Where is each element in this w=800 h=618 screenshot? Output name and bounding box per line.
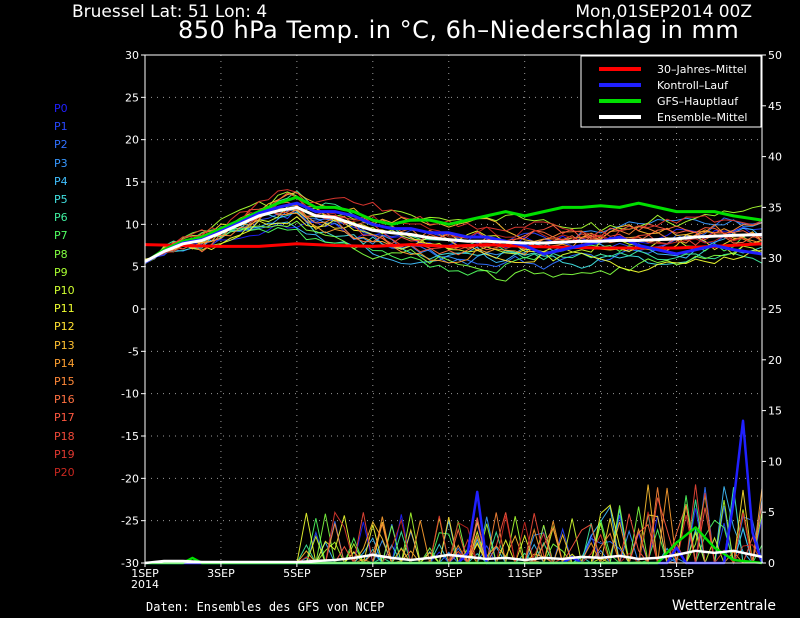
- tick-label-left: -25: [121, 515, 139, 528]
- member-label: P16: [54, 393, 75, 407]
- member-label: P6: [54, 211, 68, 225]
- tick-label-right: 30: [768, 252, 782, 265]
- member-temp-line: [144, 191, 763, 264]
- tick-label-right: 40: [768, 151, 782, 164]
- member-label: P2: [54, 138, 68, 152]
- member-label: P10: [54, 284, 75, 297]
- temp-series-line: [144, 205, 763, 263]
- tick-label-left: -15: [121, 430, 139, 443]
- member-label: P14: [54, 356, 75, 370]
- tick-label-left: 30: [125, 49, 139, 62]
- tick-label-left: -20: [121, 472, 139, 485]
- legend-label: 30–Jahres–Mittel: [657, 63, 747, 76]
- tick-label-bottom: 7SEP: [359, 567, 387, 580]
- tick-label-left: -5: [128, 345, 139, 358]
- member-label: P7: [54, 229, 68, 243]
- member-label: P15: [54, 375, 75, 388]
- tick-label-left: 5: [132, 261, 139, 274]
- tick-label-bottom: 9SEP: [435, 567, 463, 580]
- tick-label-bottom: 13SEP: [583, 567, 618, 580]
- tick-label-right: 15: [768, 405, 782, 418]
- legend-label: GFS–Hauptlauf: [657, 95, 739, 108]
- tick-label-bottom: 11SEP: [507, 567, 542, 580]
- tick-label-bottom: 1SEP: [131, 567, 159, 580]
- tick-label-right: 0: [768, 557, 775, 570]
- member-temp-line: [144, 208, 763, 262]
- member-label: P1: [54, 120, 68, 134]
- member-label: P8: [54, 247, 68, 261]
- member-label: P3: [54, 156, 68, 170]
- temp-series-line: [144, 242, 763, 250]
- member-label: P20: [54, 466, 75, 479]
- member-label: P9: [54, 265, 68, 279]
- tick-sublabel-bottom: 2014: [131, 578, 159, 591]
- member-label: P4: [54, 174, 68, 188]
- member-temp-line: [144, 221, 763, 265]
- station-label: Bruessel Lat: 51 Lon: 4: [72, 2, 268, 22]
- tick-label-left: 25: [125, 91, 139, 104]
- member-label: P18: [54, 429, 75, 443]
- legend-label: Ensemble–Mittel: [657, 111, 747, 124]
- member-label: P5: [54, 193, 68, 206]
- tick-label-left: -10: [121, 388, 139, 401]
- member-label: P19: [54, 447, 75, 461]
- member-label: P12: [54, 320, 75, 334]
- tick-label-left: -30: [121, 557, 139, 570]
- tick-label-right: 5: [768, 506, 775, 519]
- temp-series-line: [144, 201, 763, 264]
- member-label: P0: [54, 102, 68, 115]
- tick-label-right: 50: [768, 49, 782, 62]
- tick-label-left: 20: [125, 134, 139, 147]
- chart-title: 850 hPa Temp. in °C, 6h–Niederschlag in …: [178, 16, 740, 44]
- tick-label-bottom: 3SEP: [207, 567, 235, 580]
- tick-label-left: 10: [125, 218, 139, 231]
- member-label: P11: [54, 302, 75, 316]
- tick-label-right: 35: [768, 201, 782, 214]
- run-time-label: Mon,01SEP2014 00Z: [575, 2, 752, 22]
- plot-frame: [144, 54, 763, 564]
- legend: 30–Jahres–Mittel Kontroll–Lauf GFS–Hauptla…: [580, 55, 762, 128]
- tick-label-left: 15: [125, 176, 139, 189]
- tick-label-bottom: 15SEP: [659, 567, 694, 580]
- tick-label-left: 0: [132, 303, 139, 316]
- member-label: P17: [54, 411, 75, 425]
- member-temp-line: [144, 197, 763, 264]
- tick-label-right: 20: [768, 354, 782, 367]
- member-label: P13: [54, 338, 75, 352]
- member-temp-line: [144, 209, 763, 266]
- tick-label-right: 25: [768, 303, 782, 316]
- tick-label-right: 45: [768, 100, 782, 113]
- axes: 302520151050-5-10-15-20-25-3050454035302…: [121, 49, 782, 591]
- precip-series-line: [144, 549, 763, 565]
- temp-series-line: [144, 195, 763, 264]
- tick-label-bottom: 5SEP: [283, 567, 311, 580]
- data-source: Daten: Ensembles des GFS von NCEP: [146, 600, 385, 614]
- legend-label: Kontroll–Lauf: [657, 79, 729, 92]
- grid: [145, 55, 762, 563]
- tick-label-right: 10: [768, 455, 782, 468]
- brand-label: Wetterzentrale: [671, 598, 776, 614]
